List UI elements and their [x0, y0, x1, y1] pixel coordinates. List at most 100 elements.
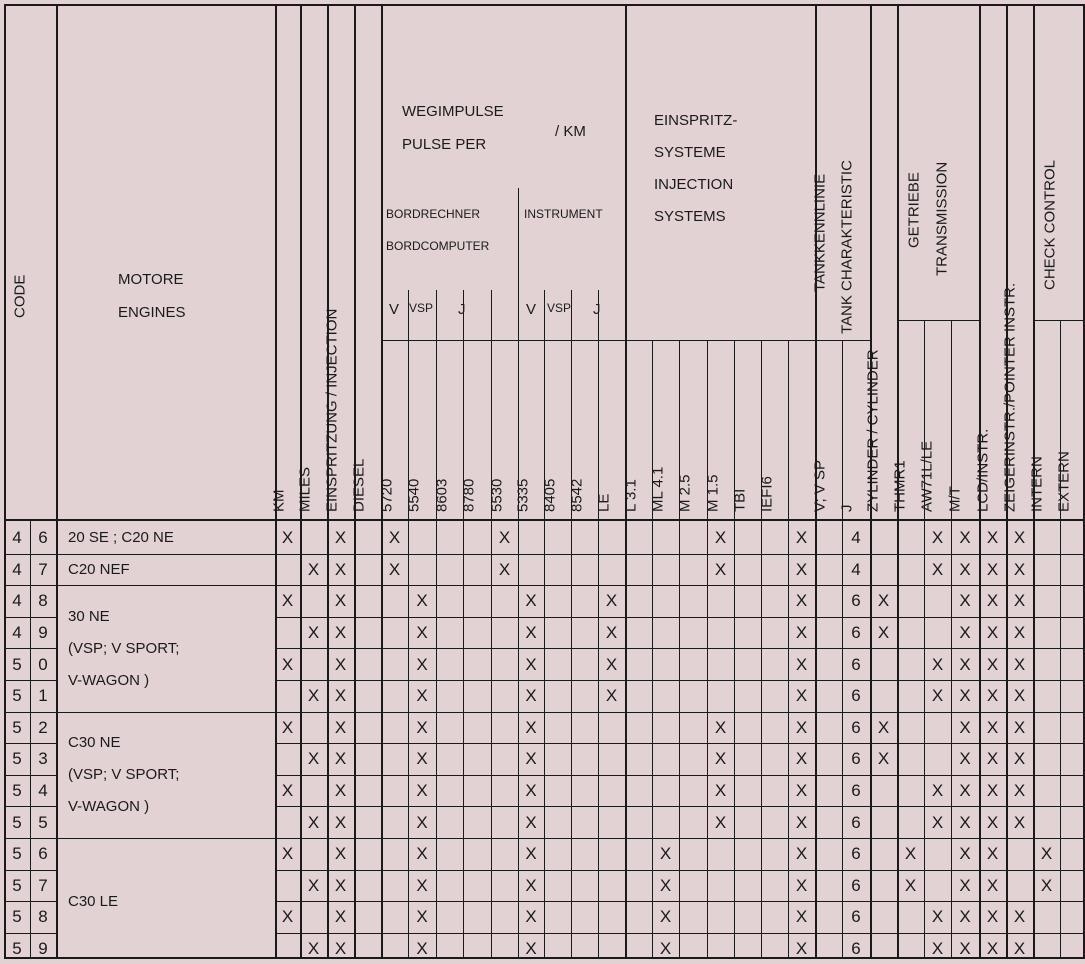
cell-i5335: X: [525, 781, 537, 801]
systeme-label: SYSTEME: [654, 144, 726, 161]
engines-label: ENGINES: [118, 304, 186, 321]
cell-vvsp: X: [795, 686, 808, 706]
cell-mt: X: [931, 686, 944, 706]
cell-km: X: [281, 781, 294, 801]
check-header: CHECK CONTROL: [1041, 159, 1059, 290]
j-header: J: [838, 504, 856, 513]
code-digit-2: 8: [38, 591, 48, 611]
cell-mt: X: [931, 907, 944, 927]
cell-cyl: 6: [851, 939, 861, 959]
cell-cyl: 4: [851, 528, 861, 548]
pulse-per-label: PULSE PER: [402, 136, 487, 153]
grid-line: [4, 617, 56, 619]
cell-zeig: X: [986, 559, 999, 579]
injection-label: INJECTION: [654, 176, 734, 193]
grid-line: [598, 290, 600, 958]
cell-p5540: X: [416, 717, 428, 737]
sub-header-11: M 2.5: [676, 474, 694, 512]
cell-zeig: X: [986, 939, 999, 959]
cell-p5540: X: [416, 686, 428, 706]
grid-line: [4, 775, 56, 777]
cell-lcd: X: [959, 812, 971, 832]
cell-intern: X: [1013, 717, 1026, 737]
cell-mt: X: [931, 559, 944, 579]
grid-line: [275, 4, 277, 958]
cell-lcd: X: [959, 559, 971, 579]
grid-line: [924, 320, 926, 958]
cell-vvsp: X: [795, 907, 808, 927]
cell-ml41: X: [659, 844, 672, 864]
grid-line: [354, 4, 356, 958]
code-digit-1: 5: [12, 812, 22, 832]
grid-line: [327, 4, 329, 958]
cell-intern: X: [1013, 654, 1026, 674]
extern-header: EXTERN: [1055, 451, 1073, 512]
sub-header-13: TBI: [731, 488, 748, 512]
cell-thmr1: X: [877, 591, 890, 611]
cell-p5540: X: [416, 654, 428, 674]
grid-line: [408, 290, 410, 958]
engine-label: 20 SE ; C20 NE: [68, 529, 174, 546]
tankkennlinie-header: TANKKENNLINIE: [811, 173, 829, 292]
cell-cyl: 6: [851, 907, 861, 927]
cell-km: X: [281, 717, 294, 737]
sub-header-0: 5720: [378, 478, 395, 512]
cell-inj: X: [334, 875, 347, 895]
per-km-label: / KM: [555, 123, 586, 140]
code-digit-1: 4: [12, 528, 22, 548]
cell-lcd: X: [959, 939, 971, 959]
vvsp-header: V; V SP: [811, 460, 829, 512]
engine-label: C30 NE: [68, 734, 121, 751]
cell-lcd: X: [959, 623, 971, 643]
code-digit-2: 0: [38, 654, 48, 674]
cell-p5540: X: [416, 907, 428, 927]
cell-inj: X: [334, 717, 347, 737]
grid-line: [951, 320, 953, 958]
engine-label: C30 LE: [68, 893, 119, 910]
j-label-1: J: [458, 301, 466, 318]
code-digit-2: 1: [38, 686, 48, 706]
cell-lcd: X: [959, 875, 971, 895]
code-digit-1: 4: [12, 591, 22, 611]
cell-km: X: [281, 591, 294, 611]
cell-cyl: 6: [851, 623, 861, 643]
grid-line: [897, 320, 979, 322]
cell-cyl: 6: [851, 717, 861, 737]
code-digit-2: 6: [38, 528, 48, 548]
cell-vvsp: X: [795, 528, 808, 548]
grid-line: [30, 520, 32, 958]
cell-i5335: X: [525, 591, 537, 611]
grid-line: [1033, 4, 1035, 958]
cell-vvsp: X: [795, 875, 808, 895]
grid-line: [1060, 320, 1062, 958]
cell-inj: X: [334, 781, 347, 801]
cell-km: X: [281, 528, 294, 548]
grid-line: [491, 290, 493, 958]
getriebe-header: GETRIEBE: [905, 172, 923, 248]
sub-header-7: 8542: [568, 478, 585, 512]
cell-thmr1: X: [877, 749, 890, 769]
cell-lcd: X: [959, 907, 971, 927]
cell-ml41: X: [659, 939, 672, 959]
grid-line: [4, 519, 1085, 521]
cell-inj: X: [334, 844, 347, 864]
cell-cyl: 6: [851, 591, 861, 611]
cell-inj: X: [334, 812, 347, 832]
cell-i5335: X: [525, 654, 537, 674]
sub-header-9: L 3.1: [622, 479, 639, 512]
grid-line: [4, 680, 56, 682]
cell-cyl: 6: [851, 812, 861, 832]
cell-i5335: X: [525, 907, 537, 927]
cell-inj: X: [334, 939, 347, 959]
cell-i5335: X: [525, 844, 537, 864]
wegimpulse-label: WEGIMPULSE: [402, 103, 504, 120]
cell-miles: X: [307, 875, 320, 895]
grid-line: [56, 4, 58, 958]
sub-header-10: ML 4.1: [649, 466, 666, 512]
sub-header-14: IEFI6: [758, 476, 775, 512]
grid-line: [4, 933, 56, 935]
grid-line: [4, 712, 1085, 714]
grid-line: [275, 775, 1085, 777]
cell-m15: X: [714, 559, 727, 579]
